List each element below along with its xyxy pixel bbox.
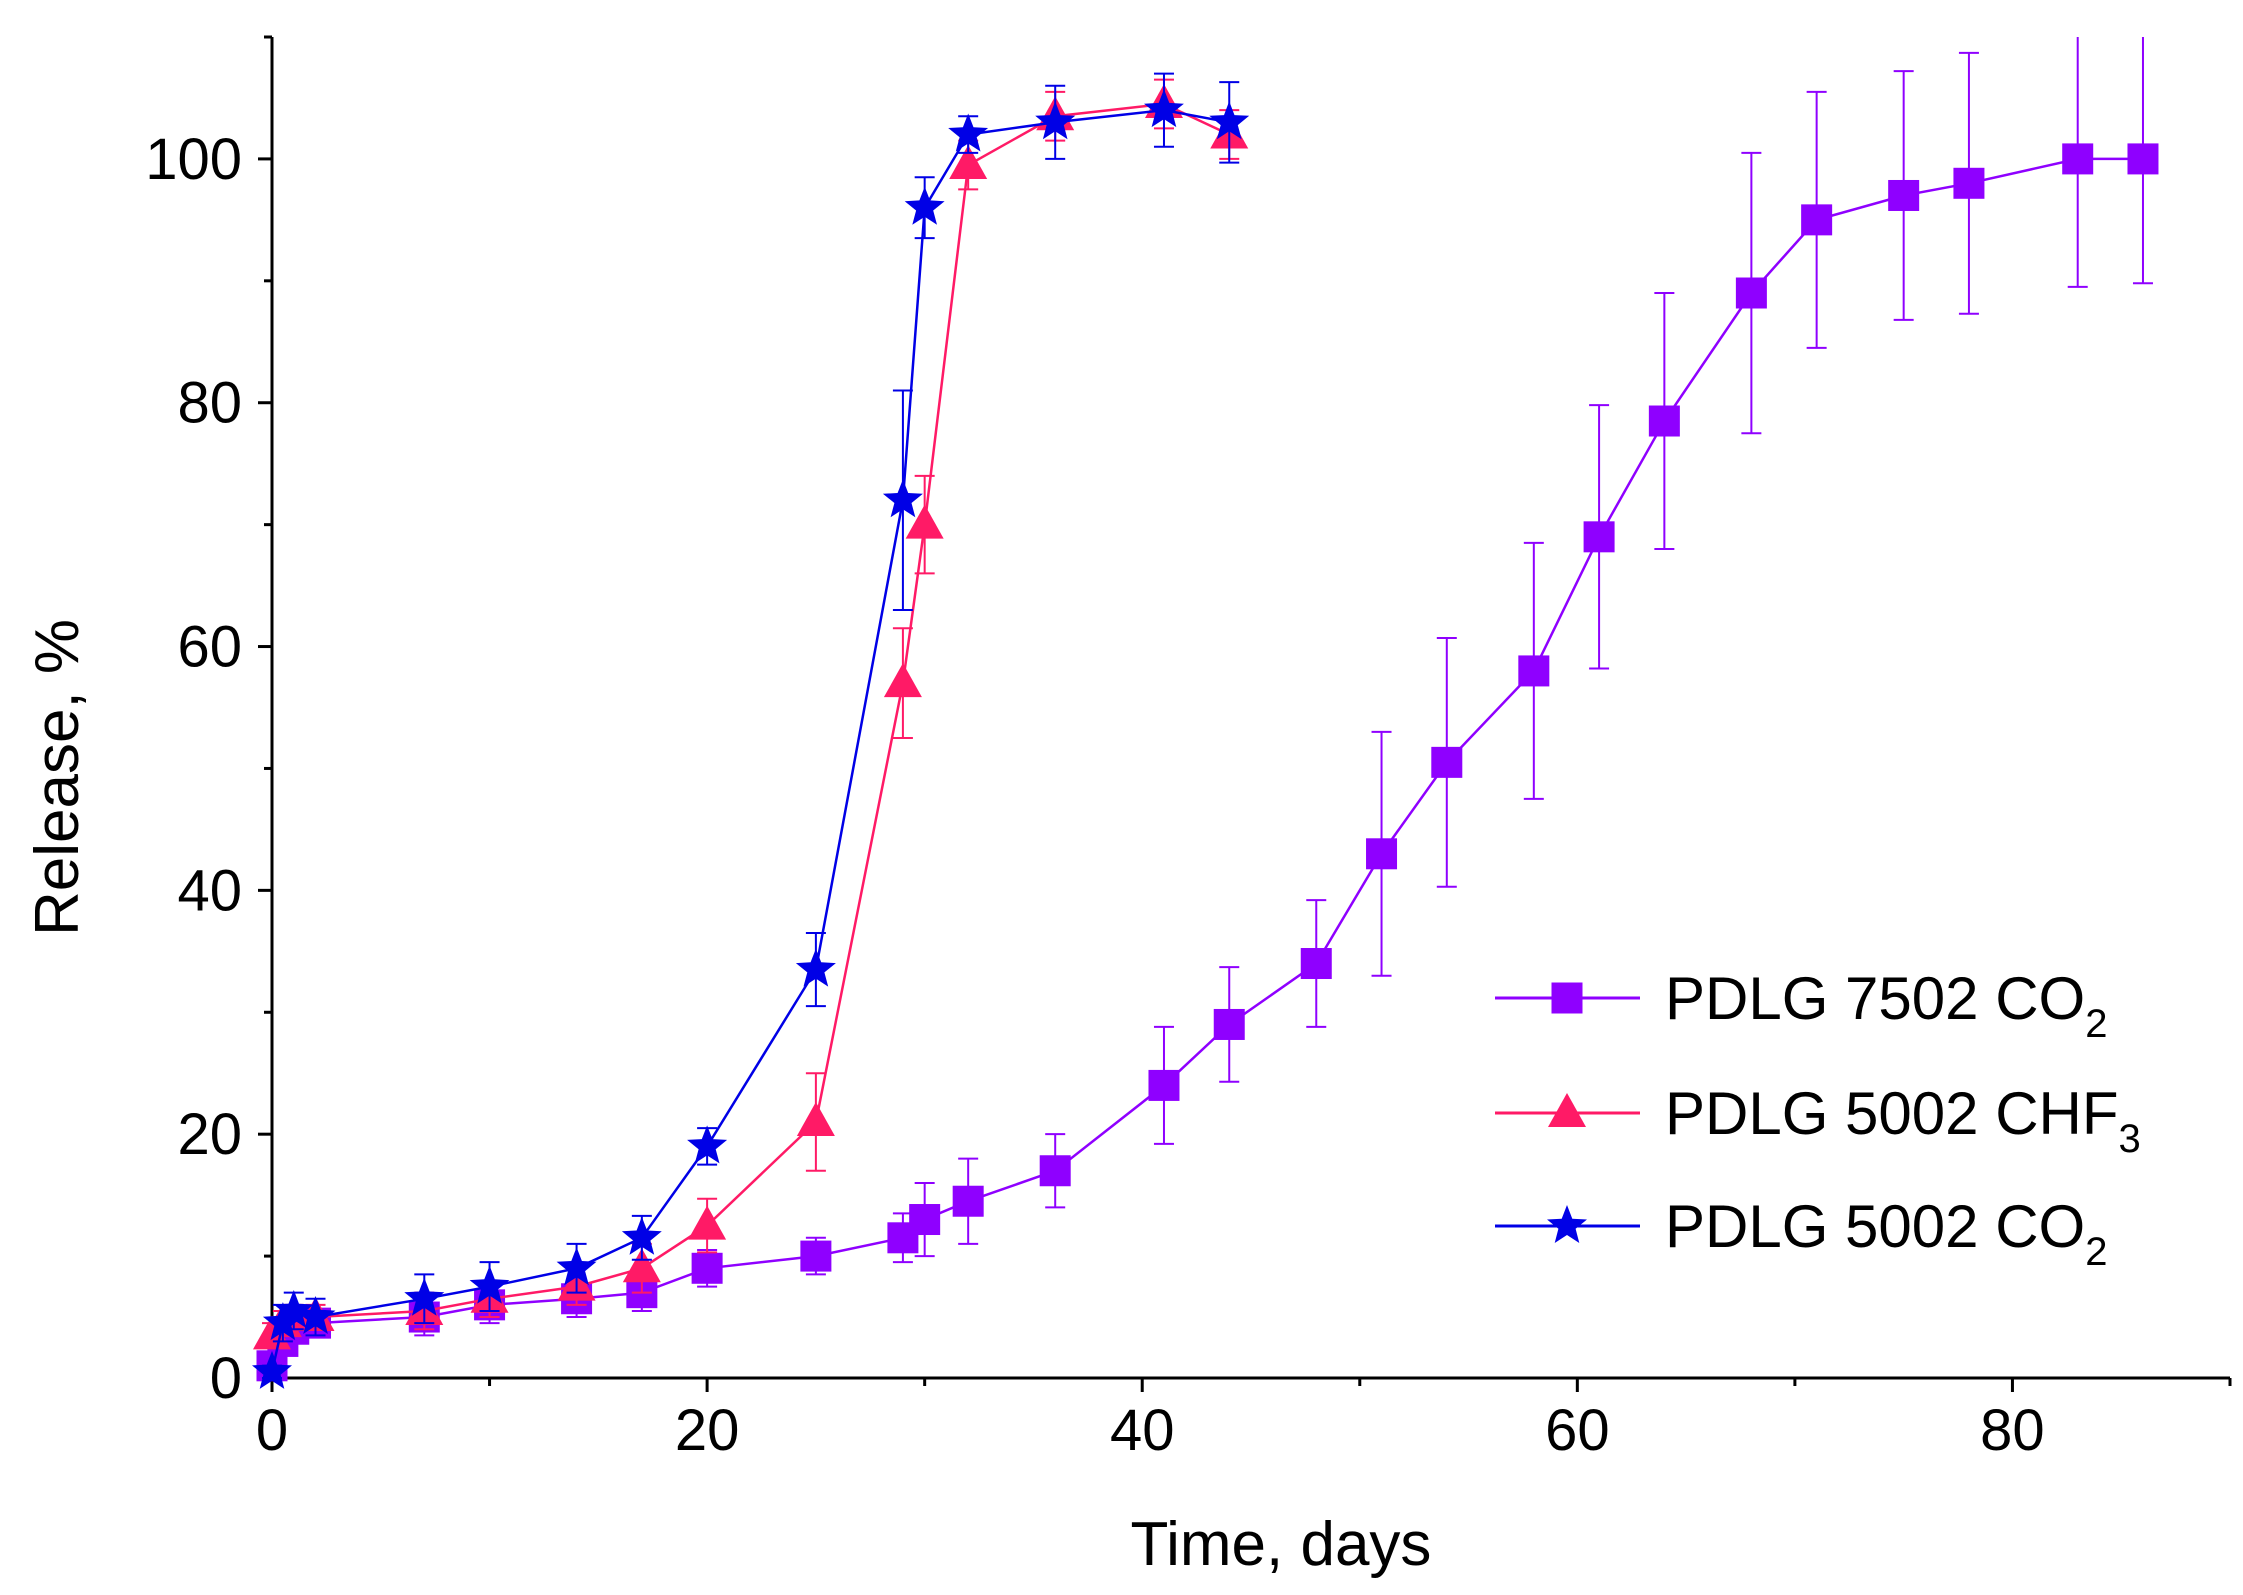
data-point (949, 145, 988, 180)
legend-item-3: PDLG 5002 CO2 (1495, 1193, 2107, 1274)
series-layer (252, 37, 2159, 1389)
data-point (2062, 143, 2094, 175)
x-tick-label: 80 (1980, 1398, 2045, 1463)
data-point (273, 1290, 314, 1328)
data-point (1209, 101, 1250, 140)
data-point (1518, 655, 1550, 687)
legend-item-2: PDLG 5002 CHF3 (1495, 1080, 2141, 1161)
data-point (295, 1296, 336, 1334)
data-point (1366, 838, 1398, 870)
y-tick-label: 100 (145, 127, 242, 192)
series-1 (256, 37, 2159, 1382)
data-point (622, 1248, 661, 1283)
data-point (882, 479, 923, 518)
data-point (1888, 179, 1920, 211)
data-point (252, 1350, 292, 1389)
legend-label-subscript: 3 (2119, 1117, 2141, 1161)
legend-label: PDLG 5002 CO2 (1665, 1193, 2107, 1274)
data-point (952, 1185, 984, 1217)
data-point (1035, 101, 1076, 140)
series-line (271, 102, 1230, 1337)
series-line (270, 157, 2143, 1367)
y-tick-label: 20 (177, 1102, 242, 1167)
data-point (795, 948, 836, 987)
plot-area: 0 20 40 60 80 0 20 40 60 80 100 (145, 35, 2232, 1463)
x-tick-label: 60 (1545, 1398, 1610, 1463)
data-point (688, 1205, 727, 1240)
data-point (1801, 204, 1833, 236)
legend-label: PDLG 5002 CHF3 (1665, 1080, 2141, 1161)
x-tick-label: 20 (675, 1398, 740, 1463)
series-3 (252, 72, 1250, 1389)
legend-marker (1551, 982, 1583, 1014)
legend-marker (1548, 1093, 1586, 1127)
data-point (2127, 143, 2159, 175)
data-point (1953, 167, 1985, 199)
x-axis-title: Time, days (1131, 1510, 1432, 1579)
data-point (404, 1277, 445, 1316)
legend-label-subscript: 2 (2085, 1230, 2107, 1274)
y-tick-label: 80 (177, 371, 242, 436)
data-point (556, 1247, 597, 1286)
series-2 (253, 78, 1249, 1350)
data-point (1213, 1008, 1245, 1040)
data-point (948, 113, 989, 152)
data-point (1039, 1155, 1071, 1187)
data-point (1648, 405, 1680, 437)
x-tick-label: 40 (1110, 1398, 1175, 1463)
data-point (1144, 89, 1184, 128)
legend-item-1: PDLG 7502 CO2 (1495, 965, 2107, 1046)
data-point (1431, 746, 1463, 778)
legend: PDLG 7502 CO2 PDLG 5002 CHF3 PDLG 5002 CO2 (1495, 965, 2141, 1274)
y-tick-label: 0 (210, 1346, 242, 1411)
data-point (904, 186, 945, 225)
legend-label-subscript: 2 (2085, 1002, 2107, 1046)
data-point (905, 504, 944, 539)
data-point (687, 1125, 728, 1164)
data-point (1148, 1069, 1180, 1101)
legend-marker (1547, 1205, 1587, 1243)
data-point (469, 1265, 510, 1304)
y-axis-ticks: 0 20 40 60 80 100 (145, 35, 272, 1411)
data-point (796, 1101, 835, 1136)
data-point (909, 1204, 941, 1236)
y-tick-label: 40 (177, 858, 242, 923)
y-tick-label: 60 (177, 615, 242, 680)
data-point (1583, 521, 1615, 553)
x-axis-ticks: 0 20 40 60 80 (256, 1378, 2232, 1463)
data-point (621, 1216, 662, 1255)
x-tick-label: 0 (256, 1398, 288, 1463)
data-point (691, 1252, 723, 1284)
data-point (262, 1302, 303, 1341)
y-axis-title: Release, % (23, 619, 92, 936)
data-point (883, 663, 922, 698)
data-point (1300, 948, 1332, 980)
data-point (1735, 277, 1767, 309)
data-point (800, 1240, 832, 1272)
legend-label: PDLG 7502 CO2 (1665, 965, 2107, 1046)
